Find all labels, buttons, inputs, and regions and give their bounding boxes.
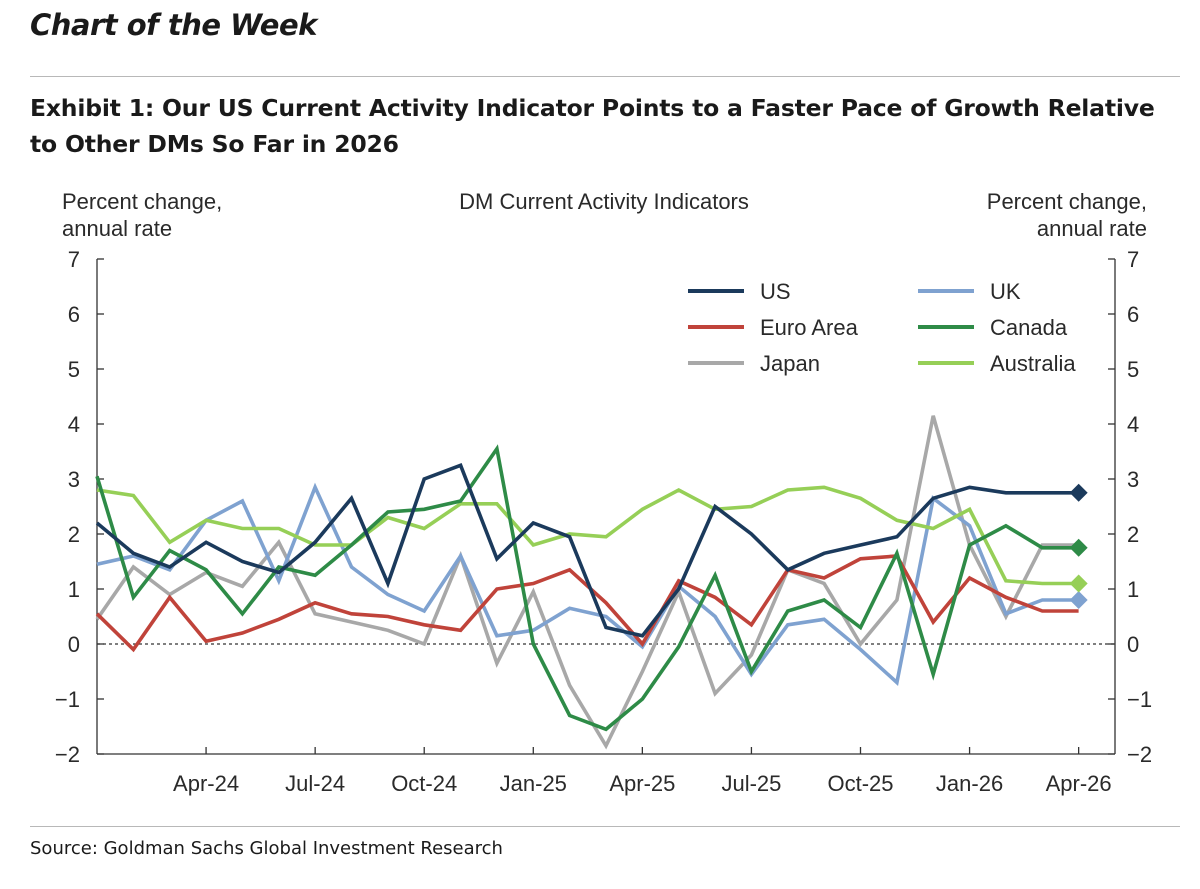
series-line-australia	[96, 485, 1079, 586]
legend-label-euro-area: Euro Area	[760, 315, 859, 340]
series-line-canada	[95, 444, 1079, 732]
x-tick-label: Apr-26	[1046, 771, 1112, 796]
x-tick-label: Jul-24	[285, 771, 345, 796]
bottom-divider	[30, 826, 1180, 827]
end-marker-canada	[1069, 538, 1088, 557]
end-marker-us	[1069, 483, 1088, 502]
y-tick-label-right: 5	[1127, 357, 1139, 382]
right-axis-label-line2: annual rate	[1037, 216, 1147, 241]
legend-label-australia: Australia	[990, 351, 1076, 376]
legend-label-us: US	[760, 279, 791, 304]
y-tick-label-left: 7	[68, 247, 80, 272]
left-axis-label-line2: annual rate	[62, 216, 172, 241]
y-tick-label-right: 2	[1127, 522, 1139, 547]
chart-kicker: Chart of the Week	[30, 8, 317, 42]
exhibit-title: Exhibit 1: Our US Current Activity Indic…	[30, 94, 1155, 158]
legend-label-canada: Canada	[990, 315, 1068, 340]
series-line-euro-area	[95, 554, 1079, 653]
y-tick-label-left: 0	[68, 632, 80, 657]
y-tick-label-left: 3	[68, 467, 80, 492]
legend-label-japan: Japan	[760, 351, 820, 376]
x-tick-label: Jan-25	[500, 771, 567, 796]
y-tick-label-right: 6	[1127, 302, 1139, 327]
y-tick-label-right: −1	[1127, 687, 1152, 712]
x-tick-label: Jul-25	[721, 771, 781, 796]
source-note: Source: Goldman Sachs Global Investment …	[30, 838, 503, 859]
chart-title: DM Current Activity Indicators	[459, 189, 749, 214]
x-tick-label: Oct-25	[827, 771, 893, 796]
y-tick-label-left: 5	[68, 357, 80, 382]
y-tick-label-right: 4	[1127, 412, 1139, 437]
y-tick-label-left: −1	[55, 687, 80, 712]
end-marker-uk	[1069, 591, 1088, 609]
y-tick-label-left: −2	[55, 742, 80, 767]
end-marker-australia	[1069, 574, 1088, 593]
y-tick-label-right: 3	[1127, 467, 1139, 492]
x-tick-label: Apr-24	[173, 771, 239, 796]
y-tick-label-left: 2	[68, 522, 80, 547]
legend-label-uk: UK	[990, 279, 1021, 304]
left-axis-label-line1: Percent change,	[62, 189, 222, 214]
x-tick-label: Oct-24	[391, 771, 457, 796]
y-tick-label-right: 7	[1127, 247, 1139, 272]
series-line-japan	[95, 415, 1079, 750]
top-divider	[30, 76, 1180, 77]
x-tick-label: Jan-26	[936, 771, 1003, 796]
y-tick-label-right: 1	[1127, 577, 1139, 602]
y-tick-label-left: 1	[68, 577, 80, 602]
right-axis-label-line1: Percent change,	[987, 189, 1147, 214]
y-tick-label-right: −2	[1127, 742, 1152, 767]
y-tick-label-right: 0	[1127, 632, 1139, 657]
series-line-us	[95, 462, 1079, 638]
x-tick-label: Apr-25	[609, 771, 675, 796]
y-tick-label-left: 6	[68, 302, 80, 327]
y-tick-label-left: 4	[68, 412, 80, 437]
